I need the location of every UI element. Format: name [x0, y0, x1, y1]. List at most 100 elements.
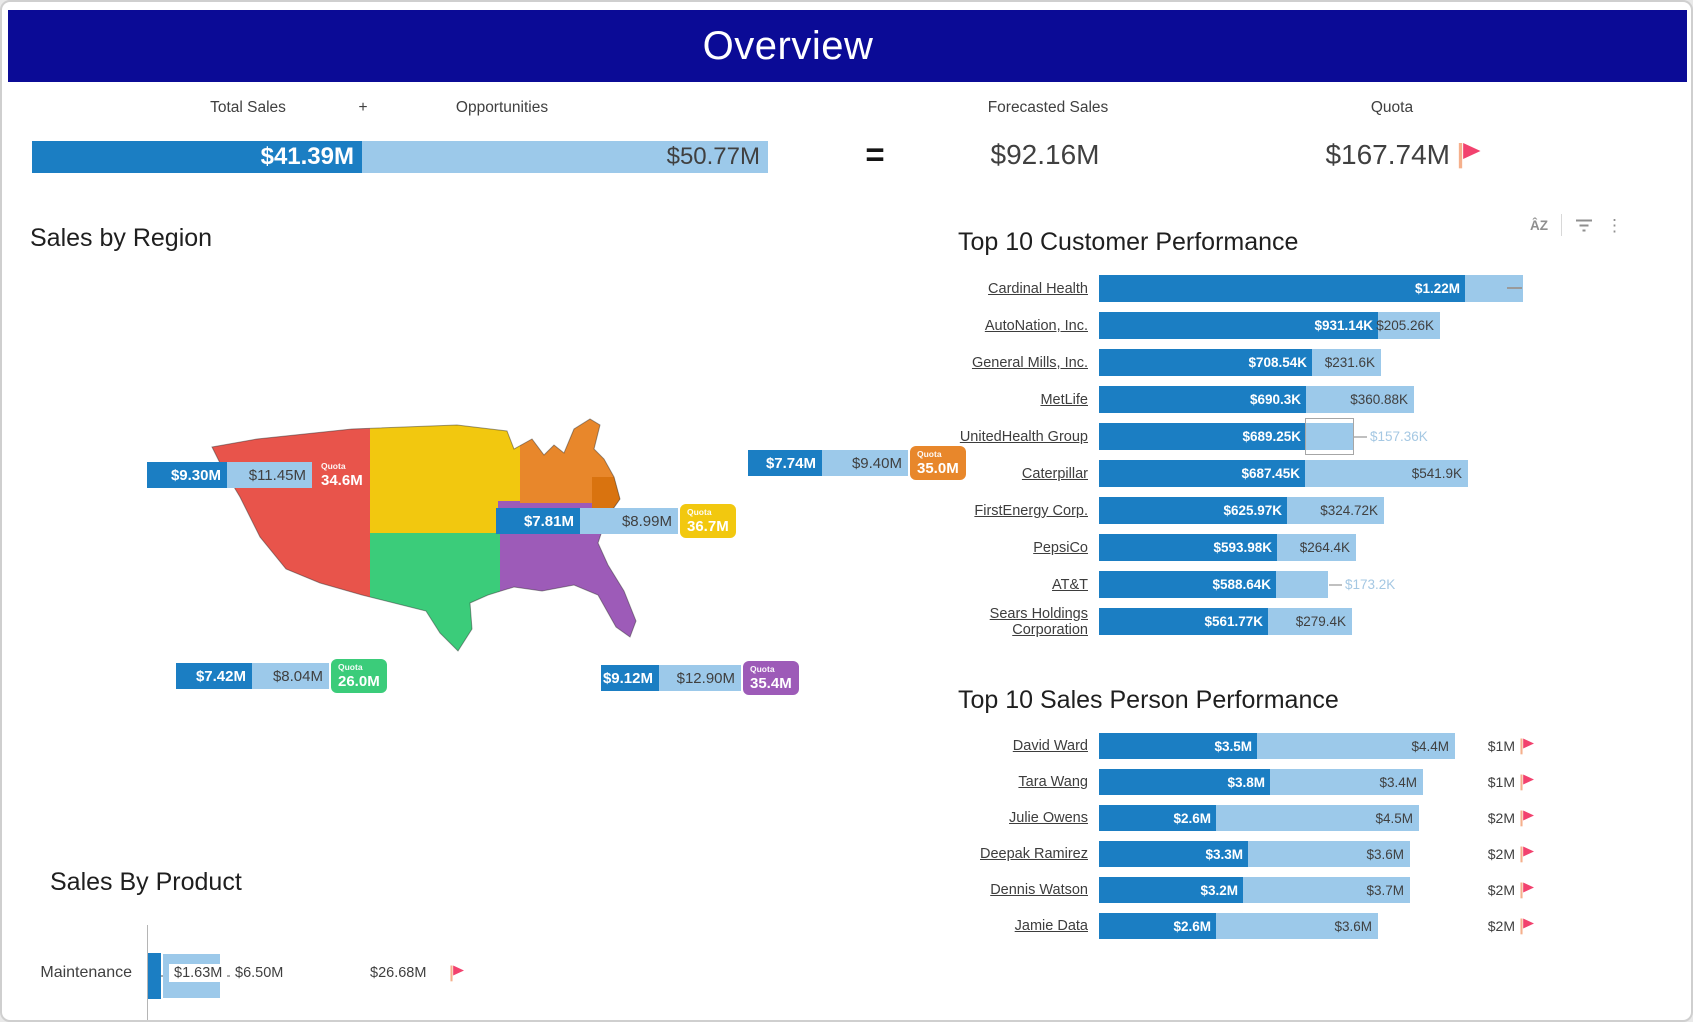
- total-sales-bar[interactable]: $41.39M: [32, 141, 362, 173]
- customer-rows: Cardinal Health $1.22M AutoNation, Inc. …: [958, 270, 1691, 640]
- region-opportunities-bar[interactable]: $9.40M: [822, 450, 908, 476]
- opportunities-bar[interactable]: $541.9K: [1305, 460, 1468, 487]
- page-title: Overview: [702, 23, 874, 68]
- customer-link[interactable]: UnitedHealth Group: [959, 428, 1088, 445]
- forecasted-sales-value: $92.16M: [990, 139, 1100, 170]
- sales-bar[interactable]: $3.2M: [1099, 877, 1243, 903]
- sales-bar[interactable]: $1.22M: [1099, 275, 1465, 302]
- product-opportunities-value: $6.50M: [230, 964, 289, 982]
- quota-flag-icon: [450, 965, 464, 982]
- opportunities-bar[interactable]: $3.7M: [1243, 877, 1410, 903]
- map-region-west[interactable]: [202, 415, 370, 660]
- customer-bars: $689.25K $157.36K: [1099, 418, 1691, 455]
- leader-line: [1329, 583, 1342, 586]
- opportunities-bar[interactable]: $360.88K: [1306, 386, 1414, 413]
- sales-bar[interactable]: $3.8M: [1099, 769, 1270, 795]
- customer-bars: $687.45K $541.9K: [1099, 460, 1691, 487]
- opportunities-bar[interactable]: [1276, 571, 1328, 598]
- kpi-bullet-bar: $41.39M $50.77M: [32, 141, 768, 173]
- sales-bar[interactable]: $931.14K: [1099, 312, 1378, 339]
- region-sales-bar[interactable]: $7.42M: [176, 663, 252, 689]
- region-opportunities-bar[interactable]: $8.99M: [580, 508, 678, 534]
- opportunities-bar[interactable]: [1306, 423, 1353, 450]
- salesperson-bars: $2.6M $4.5M: [1099, 805, 1461, 831]
- sales-bar[interactable]: $687.45K: [1099, 460, 1305, 487]
- salesperson-link[interactable]: David Ward: [1012, 738, 1088, 754]
- filter-icon[interactable]: [1575, 218, 1593, 233]
- opportunities-bar[interactable]: $4.4M: [1257, 733, 1455, 759]
- region-quota-value: 35.0M: [917, 459, 959, 477]
- region-sales-bar[interactable]: $9.12M: [601, 665, 659, 691]
- customer-link[interactable]: Caterpillar: [1021, 465, 1088, 482]
- opportunities-bar[interactable]: $264.4K: [1277, 534, 1356, 561]
- salesperson-row: Dennis Watson $3.2M $3.7M $2M: [958, 872, 1691, 908]
- product-axis-line: [147, 925, 148, 1020]
- opportunities-bar[interactable]: $205.26K: [1376, 312, 1440, 339]
- sort-az-icon[interactable]: ÂZ: [1530, 217, 1548, 233]
- target-dash: [1507, 287, 1522, 289]
- customer-row: UnitedHealth Group $689.25K $157.36K: [958, 418, 1691, 455]
- product-sales-bar[interactable]: [148, 953, 161, 999]
- region-sales-bar[interactable]: $9.30M: [147, 462, 227, 488]
- quota-flag-icon: [1520, 774, 1534, 791]
- opportunities-bar[interactable]: $3.4M: [1270, 769, 1423, 795]
- opportunities-label: Opportunities: [455, 99, 549, 116]
- sales-bar[interactable]: $708.54K: [1099, 349, 1312, 376]
- salesperson-link[interactable]: Julie Owens: [1009, 810, 1088, 826]
- region-quota-value: 26.0M: [338, 672, 380, 690]
- map-region-northeast[interactable]: [520, 415, 662, 503]
- more-options-icon[interactable]: ⋮: [1606, 215, 1623, 235]
- salesperson-link[interactable]: Tara Wang: [1018, 774, 1088, 790]
- sales-bar[interactable]: $2.6M: [1099, 805, 1216, 831]
- opportunities-bar[interactable]: $324.72K: [1287, 497, 1384, 524]
- opportunities-bar[interactable]: $279.4K: [1268, 608, 1352, 635]
- salesperson-row: Deepak Ramirez $3.3M $3.6M $2M: [958, 836, 1691, 872]
- sales-bar[interactable]: $689.25K: [1099, 423, 1306, 450]
- customer-link[interactable]: Sears Holdings Corporation: [989, 605, 1088, 638]
- region-opportunities-bar[interactable]: $12.90M: [659, 665, 741, 691]
- opportunities-bar[interactable]: $4.5M: [1216, 805, 1419, 831]
- sales-bar[interactable]: $625.97K: [1099, 497, 1287, 524]
- customer-row: Caterpillar $687.45K $541.9K: [958, 455, 1691, 492]
- customer-bars: $561.77K $279.4K: [1099, 608, 1691, 635]
- sales-bar[interactable]: $588.64K: [1099, 571, 1276, 598]
- customer-link[interactable]: Cardinal Health: [988, 280, 1088, 297]
- sales-bar[interactable]: $561.77K: [1099, 608, 1268, 635]
- customer-link[interactable]: General Mills, Inc.: [971, 354, 1088, 371]
- opportunities-bar[interactable]: $50.77M: [362, 141, 768, 173]
- toolbar-divider: [1561, 214, 1562, 236]
- opportunities-bar[interactable]: $231.6K: [1312, 349, 1381, 376]
- region-callout-south: $7.42M $8.04M Quota 26.0M: [176, 659, 387, 693]
- sales-bar[interactable]: $593.98K: [1099, 534, 1277, 561]
- opportunities-bar[interactable]: $3.6M: [1216, 913, 1378, 939]
- region-opportunities-bar[interactable]: $11.45M: [227, 462, 312, 488]
- salesperson-bars: $3.8M $3.4M: [1099, 769, 1461, 795]
- region-opportunities-bar[interactable]: $8.04M: [252, 663, 329, 689]
- map-outline: [211, 418, 637, 652]
- customer-link[interactable]: AT&T: [1052, 576, 1088, 593]
- customer-row: Cardinal Health $1.22M: [958, 270, 1691, 307]
- customer-link[interactable]: PepsiCo: [1033, 539, 1088, 556]
- salesperson-bars: $3.5M $4.4M: [1099, 733, 1461, 759]
- salesperson-link[interactable]: Jamie Data: [1014, 918, 1088, 934]
- sales-bar[interactable]: $3.3M: [1099, 841, 1248, 867]
- customer-link[interactable]: FirstEnergy Corp.: [974, 502, 1088, 519]
- region-sales-bar[interactable]: $7.74M: [748, 450, 822, 476]
- equals-sign: =: [865, 136, 885, 173]
- opportunities-bar[interactable]: [1465, 275, 1523, 302]
- opportunities-bar[interactable]: $3.6M: [1248, 841, 1410, 867]
- customer-bars: $690.3K $360.88K: [1099, 386, 1691, 413]
- customer-link[interactable]: MetLife: [1040, 391, 1088, 408]
- sales-bar[interactable]: $3.5M: [1099, 733, 1257, 759]
- map-region-south[interactable]: [370, 533, 500, 660]
- customer-link[interactable]: AutoNation, Inc.: [984, 317, 1088, 334]
- sales-bar[interactable]: $2.6M: [1099, 913, 1216, 939]
- sales-bar[interactable]: $690.3K: [1099, 386, 1306, 413]
- quota-flag-icon: [1520, 846, 1534, 863]
- salesperson-link[interactable]: Dennis Watson: [990, 882, 1088, 898]
- salesperson-bars: $3.2M $3.7M: [1099, 877, 1461, 903]
- salesperson-link[interactable]: Deepak Ramirez: [980, 846, 1088, 862]
- customer-bars: $708.54K $231.6K: [1099, 349, 1691, 376]
- region-sales-bar[interactable]: $7.81M: [496, 508, 580, 534]
